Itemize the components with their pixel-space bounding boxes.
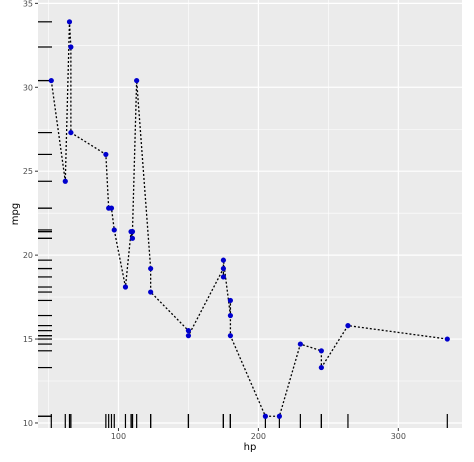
plot-panel: [38, 0, 462, 428]
data-point: [227, 297, 234, 304]
data-point: [185, 333, 192, 339]
x-axis-title: hp: [244, 442, 257, 453]
data-point: [444, 336, 450, 342]
data-point: [134, 77, 140, 84]
data-point: [103, 151, 109, 158]
grid-minor: [38, 0, 462, 428]
data-point: [129, 235, 136, 241]
data-point: [318, 348, 324, 354]
data-point: [220, 257, 227, 263]
y-axis-title: mpg: [10, 203, 21, 225]
x-axis: 100 200 300: [111, 428, 406, 441]
data-points: [48, 19, 450, 419]
x-tick-label: 300: [391, 432, 406, 441]
data-point: [129, 229, 136, 235]
data-point: [148, 265, 154, 272]
grid-major: [38, 0, 462, 428]
y-tick-label: 25: [23, 167, 33, 176]
data-point: [297, 341, 303, 347]
data-point: [276, 413, 282, 419]
data-point: [108, 205, 115, 211]
data-point: [185, 328, 192, 334]
data-point: [148, 289, 154, 295]
x-tick-label: 200: [251, 432, 266, 441]
data-point: [220, 265, 227, 272]
y-tick-label: 15: [23, 335, 33, 344]
data-point: [227, 333, 234, 339]
data-point: [68, 129, 74, 136]
x-tick-label: 100: [111, 432, 126, 441]
data-point: [318, 364, 324, 371]
y-axis: 10 15 20 25 30 35: [23, 0, 38, 428]
data-point: [68, 44, 74, 50]
data-point: [48, 77, 54, 84]
data-point: [111, 227, 117, 233]
data-point: [220, 274, 227, 280]
data-point: [62, 178, 68, 184]
data-point: [227, 312, 234, 319]
data-point: [262, 413, 268, 419]
y-tick-label: 35: [23, 0, 33, 8]
data-point: [345, 323, 351, 329]
data-point: [122, 284, 129, 290]
y-tick-label: 20: [23, 251, 33, 260]
data-point: [66, 19, 73, 25]
y-tick-label: 10: [23, 419, 33, 428]
y-tick-label: 30: [23, 83, 33, 92]
rug-marks: [38, 21, 448, 428]
